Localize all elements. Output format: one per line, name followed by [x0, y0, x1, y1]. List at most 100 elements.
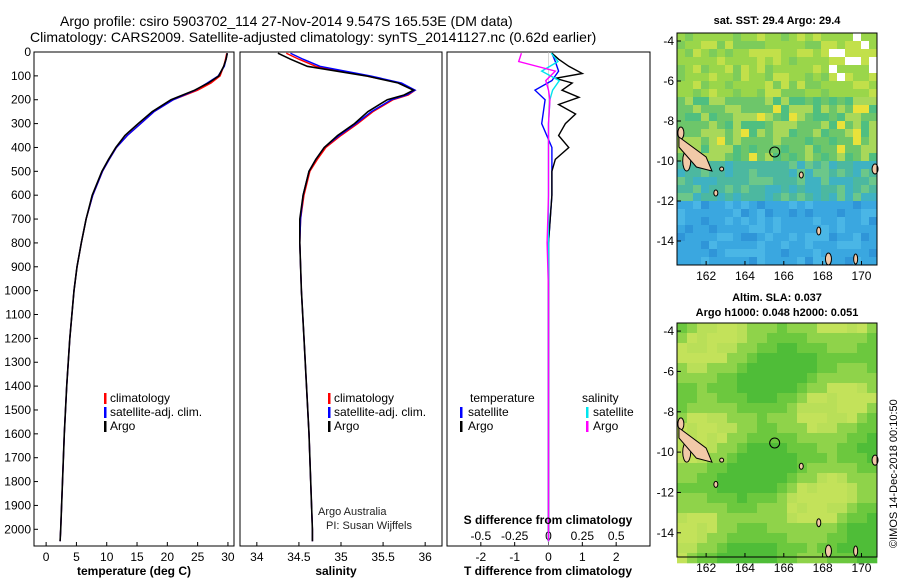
map-cell: [693, 225, 702, 234]
map-cell: [781, 57, 790, 66]
map-cell: [687, 483, 698, 494]
legend-title: temperature: [470, 391, 535, 405]
map-cell: [717, 463, 728, 474]
map-cell: [787, 463, 798, 474]
map-cell: [707, 403, 718, 414]
map-cell: [741, 193, 750, 202]
map-cell: [853, 169, 862, 178]
salinity-x-axis: 34 34.5 35 35.5 36: [250, 542, 432, 564]
map-cell: [781, 105, 790, 114]
map-cell: [773, 225, 782, 234]
x-tick-label: -2: [475, 550, 486, 564]
map-cell: [717, 145, 726, 154]
map-cell: [685, 97, 694, 106]
map-cell: [677, 443, 688, 454]
map-cell: [867, 483, 878, 494]
map-cell: [697, 553, 708, 564]
map-cell: [797, 105, 806, 114]
map-cell: [737, 383, 748, 394]
map-cell: [869, 225, 878, 234]
map-cell: [717, 363, 728, 374]
map-cell: [829, 137, 838, 146]
map-cell: [781, 233, 790, 242]
map-cell: [861, 153, 870, 162]
map-cell: [697, 423, 708, 434]
map-cell: [765, 169, 774, 178]
map-cell: [789, 169, 798, 178]
map-cell: [781, 249, 790, 258]
map-cell: [707, 433, 718, 444]
map-cell: [837, 463, 848, 474]
map-cell: [697, 473, 708, 484]
map-cell: [789, 57, 798, 66]
map-cell: [765, 89, 774, 98]
map-cell: [797, 473, 808, 484]
map-cell: [767, 323, 778, 334]
map-cell: [717, 73, 726, 82]
map-cell: [765, 105, 774, 114]
header-line-2: Climatology: CARS2009. Satellite-adjuste…: [30, 29, 596, 45]
map-cell: [837, 113, 846, 122]
map-cell: [777, 443, 788, 454]
map-cell: [813, 241, 822, 250]
map-cell: [757, 153, 766, 162]
depth-tick-label: 1600: [4, 427, 31, 441]
map-cell: [677, 323, 688, 334]
island: [678, 426, 713, 463]
map-cell: [853, 105, 862, 114]
map-cell: [867, 463, 878, 474]
map-cell: [797, 201, 806, 210]
map-cell: [717, 153, 726, 162]
map-cell: [847, 503, 858, 514]
map-cell: [807, 513, 818, 524]
map-cell: [693, 49, 702, 58]
map-cell: [757, 169, 766, 178]
map-cell: [869, 57, 878, 66]
map-cell: [709, 73, 718, 82]
map-cell: [677, 193, 686, 202]
map-cell: [837, 483, 848, 494]
map-cell: [717, 543, 728, 554]
sla-map-frame: [676, 322, 878, 558]
map-cell: [827, 323, 838, 334]
map-cell: [737, 463, 748, 474]
map-cell: [773, 129, 782, 138]
map-cell: [837, 443, 848, 454]
map-cell: [857, 333, 868, 344]
map-cell: [685, 137, 694, 146]
map-cell: [867, 383, 878, 394]
map-y-tick-label: -4: [663, 324, 674, 338]
map-cell: [765, 241, 774, 250]
map-cell: [807, 523, 818, 534]
map-cell: [749, 177, 758, 186]
map-cell: [773, 249, 782, 258]
map-cell: [707, 553, 718, 564]
map-cell: [727, 523, 738, 534]
map-cell: [749, 57, 758, 66]
map-cell: [765, 113, 774, 122]
map-cell: [747, 393, 758, 404]
sst-map-field: [677, 33, 878, 266]
map-cell: [821, 217, 830, 226]
map-cell: [677, 241, 686, 250]
map-cell: [709, 145, 718, 154]
map-cell: [697, 383, 708, 394]
map-cell: [829, 97, 838, 106]
map-cell: [773, 33, 782, 42]
map-cell: [817, 373, 828, 384]
map-cell: [789, 113, 798, 122]
series-line-argo: [277, 52, 416, 542]
map-cell: [757, 105, 766, 114]
map-cell: [697, 503, 708, 514]
map-cell: [757, 177, 766, 186]
map-cell: [789, 241, 798, 250]
map-cell: [853, 217, 862, 226]
map-cell: [813, 145, 822, 154]
sla-map-subtitle: Argo h1000: 0.048 h2000: 0.051: [696, 307, 859, 319]
map-cell: [837, 145, 846, 154]
map-cell: [853, 145, 862, 154]
map-cell: [717, 373, 728, 384]
map-cell: [787, 543, 798, 554]
map-cell: [701, 41, 710, 50]
map-cell: [727, 463, 738, 474]
